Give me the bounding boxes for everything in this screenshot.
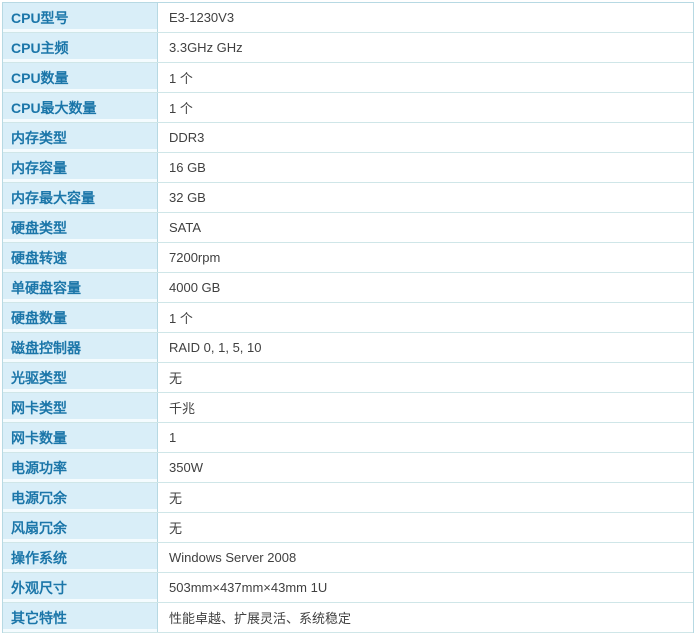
table-row: 外观尺寸 503mm×437mm×43mm 1U (3, 573, 693, 603)
table-row: 其它特性 性能卓越、扩展灵活、系统稳定 (3, 603, 693, 633)
spec-label: CPU数量 (3, 63, 158, 92)
table-row: 内存容量 16 GB (3, 153, 693, 183)
spec-label: 操作系统 (3, 543, 158, 572)
spec-label: 光驱类型 (3, 363, 158, 392)
table-row: CPU数量 1 个 (3, 63, 693, 93)
table-row: 网卡数量 1 (3, 423, 693, 453)
spec-label: 电源功率 (3, 453, 158, 482)
spec-value: 1 个 (158, 303, 693, 332)
table-row: 磁盘控制器 RAID 0, 1, 5, 10 (3, 333, 693, 363)
table-row: 操作系统 Windows Server 2008 (3, 543, 693, 573)
spec-label: CPU最大数量 (3, 93, 158, 122)
spec-value: 3.3GHz GHz (158, 33, 693, 62)
spec-value: 4000 GB (158, 273, 693, 302)
spec-label: 硬盘类型 (3, 213, 158, 242)
spec-value: 1 (158, 423, 693, 452)
spec-value: SATA (158, 213, 693, 242)
spec-label: 外观尺寸 (3, 573, 158, 602)
spec-table: CPU型号 E3-1230V3 CPU主频 3.3GHz GHz CPU数量 1… (2, 2, 694, 633)
spec-value: Windows Server 2008 (158, 543, 693, 572)
table-row: 风扇冗余 无 (3, 513, 693, 543)
spec-label: 硬盘转速 (3, 243, 158, 272)
spec-value: 1 个 (158, 93, 693, 122)
spec-value: 1 个 (158, 63, 693, 92)
spec-label: 网卡类型 (3, 393, 158, 422)
spec-label: 网卡数量 (3, 423, 158, 452)
spec-label: 风扇冗余 (3, 513, 158, 542)
spec-value: 无 (158, 483, 693, 512)
spec-value: DDR3 (158, 123, 693, 152)
table-row: 光驱类型 无 (3, 363, 693, 393)
spec-label: 内存最大容量 (3, 183, 158, 212)
spec-label: 内存容量 (3, 153, 158, 182)
spec-value: 无 (158, 363, 693, 392)
spec-value: 16 GB (158, 153, 693, 182)
spec-value: 无 (158, 513, 693, 542)
table-row: 单硬盘容量 4000 GB (3, 273, 693, 303)
table-row: 网卡类型 千兆 (3, 393, 693, 423)
table-row: 硬盘转速 7200rpm (3, 243, 693, 273)
spec-label: 单硬盘容量 (3, 273, 158, 302)
spec-value: RAID 0, 1, 5, 10 (158, 333, 693, 362)
table-row: 电源冗余 无 (3, 483, 693, 513)
table-row: CPU最大数量 1 个 (3, 93, 693, 123)
spec-label: 内存类型 (3, 123, 158, 152)
spec-label: CPU主频 (3, 33, 158, 62)
spec-value: 7200rpm (158, 243, 693, 272)
table-row: 硬盘数量 1 个 (3, 303, 693, 333)
table-row: 内存类型 DDR3 (3, 123, 693, 153)
spec-value: E3-1230V3 (158, 3, 693, 32)
table-row: CPU型号 E3-1230V3 (3, 3, 693, 33)
spec-value: 503mm×437mm×43mm 1U (158, 573, 693, 602)
spec-label: CPU型号 (3, 3, 158, 32)
table-row: CPU主频 3.3GHz GHz (3, 33, 693, 63)
spec-value: 千兆 (158, 393, 693, 422)
spec-value: 350W (158, 453, 693, 482)
spec-label: 磁盘控制器 (3, 333, 158, 362)
spec-value: 32 GB (158, 183, 693, 212)
spec-label: 硬盘数量 (3, 303, 158, 332)
table-row: 硬盘类型 SATA (3, 213, 693, 243)
spec-label: 其它特性 (3, 603, 158, 632)
table-row: 内存最大容量 32 GB (3, 183, 693, 213)
spec-label: 电源冗余 (3, 483, 158, 512)
spec-value: 性能卓越、扩展灵活、系统稳定 (158, 603, 693, 632)
table-row: 电源功率 350W (3, 453, 693, 483)
